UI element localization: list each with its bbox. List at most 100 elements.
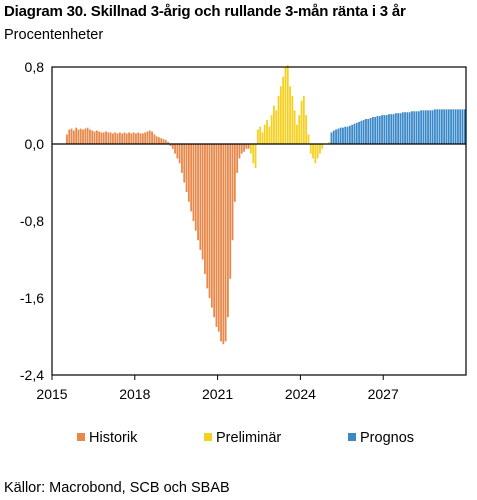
bar-prognos-23 [383, 115, 386, 145]
bar-historik-36 [148, 130, 151, 144]
bar-preliminr-21 [298, 115, 301, 145]
bar-prognos-33 [406, 112, 409, 144]
bar-historik-68 [222, 144, 225, 345]
bar-historik-77 [243, 144, 245, 152]
bar-prognos-35 [411, 111, 413, 144]
bar-prognos-31 [401, 112, 404, 144]
bar-historik-30 [135, 133, 137, 144]
bar-prognos-15 [365, 118, 367, 144]
bar-prognos-58 [463, 109, 466, 144]
y-tick-label-3: -1,6 [20, 290, 44, 306]
bar-prognos-28 [394, 113, 397, 144]
bar-historik-38 [153, 134, 156, 145]
y-tick-label-4: -2,4 [20, 367, 44, 383]
bar-prognos-55 [457, 109, 459, 144]
bar-prognos-20 [376, 116, 379, 144]
bar-historik-60 [204, 144, 206, 274]
bar-prognos-7 [346, 126, 349, 144]
bar-historik-23 [118, 132, 121, 144]
bar-preliminr-0 [250, 144, 252, 154]
bar-preliminr-25 [307, 134, 310, 145]
bar-historik-17 [105, 131, 107, 144]
bar-prognos-13 [360, 120, 363, 144]
bar-prognos-37 [415, 111, 418, 144]
bar-preliminr-13 [279, 86, 282, 144]
bar-prognos-12 [358, 121, 360, 144]
bar-historik-6 [79, 128, 82, 144]
bar-historik-44 [167, 142, 170, 144]
bar-preliminr-24 [305, 115, 308, 145]
bar-prognos-32 [404, 112, 406, 144]
bar-prognos-40 [422, 110, 425, 144]
bar-historik-34 [144, 132, 147, 144]
bar-prognos-41 [424, 110, 427, 144]
y-tick-label-2: -0,8 [20, 213, 44, 229]
bar-preliminr-12 [277, 95, 280, 145]
bar-historik-48 [176, 144, 179, 159]
bar-historik-3 [72, 130, 75, 144]
bar-historik-58 [199, 144, 202, 250]
bar-prognos-22 [381, 115, 383, 145]
bar-historik-10 [89, 129, 91, 144]
bar-prognos-17 [369, 118, 372, 144]
bar-prognos-2 [335, 129, 337, 144]
x-tick-label-3: 2024 [285, 386, 316, 402]
bar-historik-64 [213, 144, 216, 318]
bar-historik-47 [174, 144, 176, 154]
bar-historik-35 [146, 131, 149, 144]
bar-prognos-25 [388, 114, 390, 144]
bar-historik-24 [121, 133, 124, 144]
bar-historik-71 [229, 144, 232, 279]
chart-area: 0,8 0,0 -0,8 -1,6 -2,4 2015 2018 2021 2024 2027 [20, 59, 467, 402]
legend: Historik Preliminär Prognos [0, 430, 477, 448]
y-tick-label-0: 0,8 [25, 59, 45, 75]
bar-prognos-6 [344, 126, 347, 144]
bar-prognos-29 [397, 113, 400, 144]
bar-prognos-43 [429, 110, 432, 144]
bar-prognos-51 [447, 109, 450, 144]
bar-prognos-27 [392, 114, 395, 144]
bar-historik-59 [201, 144, 204, 260]
bar-prognos-56 [459, 109, 462, 144]
bar-prognos-24 [385, 115, 388, 145]
bar-preliminr-10 [273, 105, 275, 144]
bar-historik-26 [125, 133, 128, 144]
bar-preliminr-16 [286, 65, 289, 144]
bar-preliminr-22 [300, 100, 303, 144]
bar-prognos-38 [417, 111, 420, 144]
chart-subtitle: Procentenheter [4, 27, 104, 43]
bar-historik-5 [77, 129, 80, 144]
bar-preliminr-23 [302, 95, 305, 145]
bar-historik-25 [123, 132, 126, 144]
bar-historik-20 [112, 133, 114, 144]
bar-prognos-18 [371, 117, 374, 144]
bar-historik-56 [194, 144, 197, 231]
bar-historik-74 [236, 144, 239, 173]
bar-preliminr-15 [284, 67, 287, 144]
bar-prognos-16 [367, 118, 370, 144]
bar-prognos-19 [374, 117, 377, 144]
plot-frame [51, 66, 467, 376]
bar-prognos-48 [440, 109, 443, 144]
x-tick-label-1: 2018 [119, 386, 150, 402]
bar-prognos-57 [461, 109, 464, 144]
bar-historik-18 [107, 132, 110, 144]
bar-historik-49 [178, 144, 181, 164]
bar-historik-55 [192, 144, 195, 221]
bar-prognos-46 [436, 109, 439, 144]
bar-prognos-21 [378, 116, 381, 144]
bar-preliminr-26 [309, 144, 312, 154]
bar-prognos-1 [332, 130, 335, 144]
bar-historik-12 [93, 131, 96, 144]
bar-historik-72 [231, 144, 234, 241]
legend-swatch-historik [77, 433, 85, 441]
bar-preliminr-17 [289, 86, 291, 144]
bar-prognos-50 [445, 109, 448, 144]
bar-historik-76 [240, 144, 243, 154]
bar-prognos-5 [342, 127, 344, 144]
bar-historik-7 [82, 129, 84, 144]
bar-historik-61 [206, 144, 209, 289]
bar-historik-41 [160, 138, 163, 144]
bar-prognos-26 [390, 114, 393, 144]
bar-preliminr-31 [321, 144, 324, 149]
